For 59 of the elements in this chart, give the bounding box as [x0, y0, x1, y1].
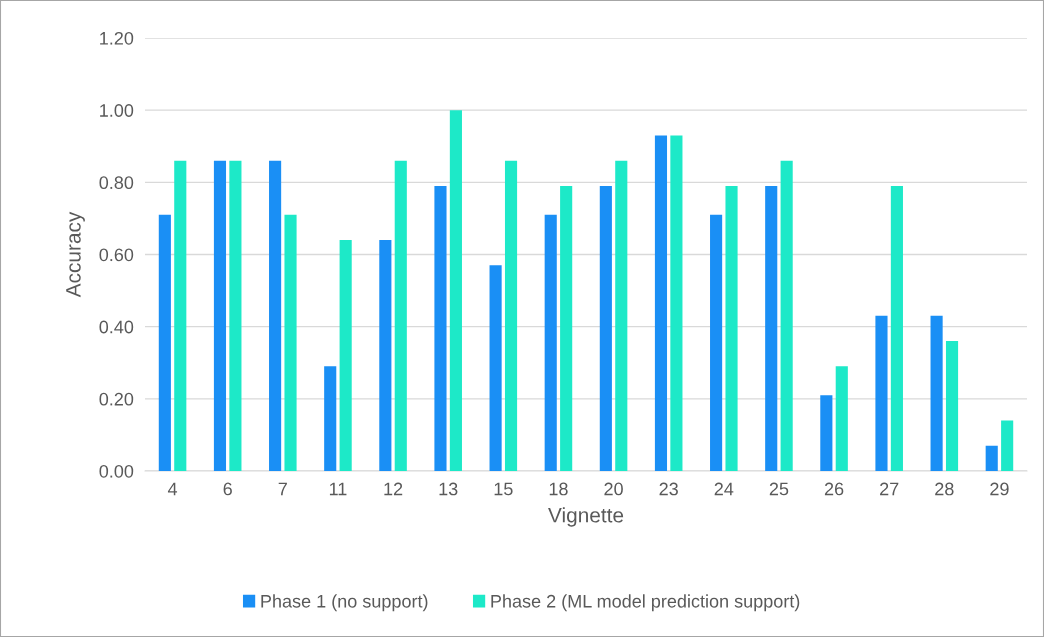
x-tick-label: 25: [769, 482, 789, 496]
y-tick-label: 1.20: [100, 31, 134, 45]
y-tick-label: 0.20: [99, 392, 134, 406]
legend-label: Phase 2 (ML model prediction support): [491, 594, 800, 612]
bar: [670, 135, 683, 471]
x-tick-label: 18: [549, 482, 568, 496]
bar: [284, 214, 297, 471]
bar: [820, 395, 833, 471]
bar: [765, 185, 778, 471]
x-tick-label: 26: [824, 482, 844, 496]
bar: [324, 366, 337, 471]
bar: [654, 135, 668, 471]
bar: [544, 214, 557, 471]
bar: [985, 445, 998, 471]
bar: [615, 160, 628, 471]
x-tick-label: 27: [880, 482, 899, 496]
x-tick-label: 7: [278, 482, 287, 496]
bar: [710, 214, 723, 471]
bar: [489, 265, 502, 471]
bar: [890, 185, 903, 471]
bar: [835, 366, 848, 471]
bar: [1001, 420, 1014, 471]
bar: [725, 185, 738, 471]
y-tick-label: 0.00: [99, 464, 134, 478]
x-tick-label: 11: [329, 482, 347, 496]
x-tick-label: 12: [384, 482, 403, 496]
bar: [269, 160, 282, 471]
x-axis-title: Vignette: [548, 507, 624, 527]
bar: [504, 160, 518, 471]
bar: [174, 160, 187, 471]
bar: [599, 185, 612, 471]
bar: [875, 315, 888, 471]
x-tick-label: 13: [439, 482, 458, 496]
x-tick-label: 28: [935, 482, 954, 496]
bar: [158, 214, 171, 471]
y-tick-label: 0.80: [99, 176, 134, 190]
x-tick-label: 29: [990, 482, 1009, 496]
bar: [434, 185, 447, 471]
bar: [945, 341, 959, 471]
bar: [229, 160, 242, 471]
x-tick-label: 15: [494, 482, 513, 496]
y-tick-label: 0.60: [99, 248, 134, 262]
y-tick-label: 1.00: [100, 104, 134, 117]
legend-label: Phase 1 (no support): [261, 594, 428, 612]
bar: [449, 110, 462, 471]
y-axis-title: Accuracy: [66, 211, 85, 298]
x-tick-label: 4: [167, 482, 178, 496]
x-tick-label: 24: [714, 482, 734, 496]
bar: [394, 160, 407, 471]
x-tick-label: 20: [604, 482, 623, 496]
bar: [780, 160, 793, 471]
bar: [379, 240, 392, 471]
x-tick-label: 23: [659, 482, 678, 496]
x-tick-label: 6: [223, 482, 232, 496]
bar: [930, 315, 943, 471]
bar: [560, 185, 573, 471]
bar: [213, 160, 227, 471]
bar: [339, 240, 352, 471]
y-tick-label: 0.40: [99, 320, 134, 334]
